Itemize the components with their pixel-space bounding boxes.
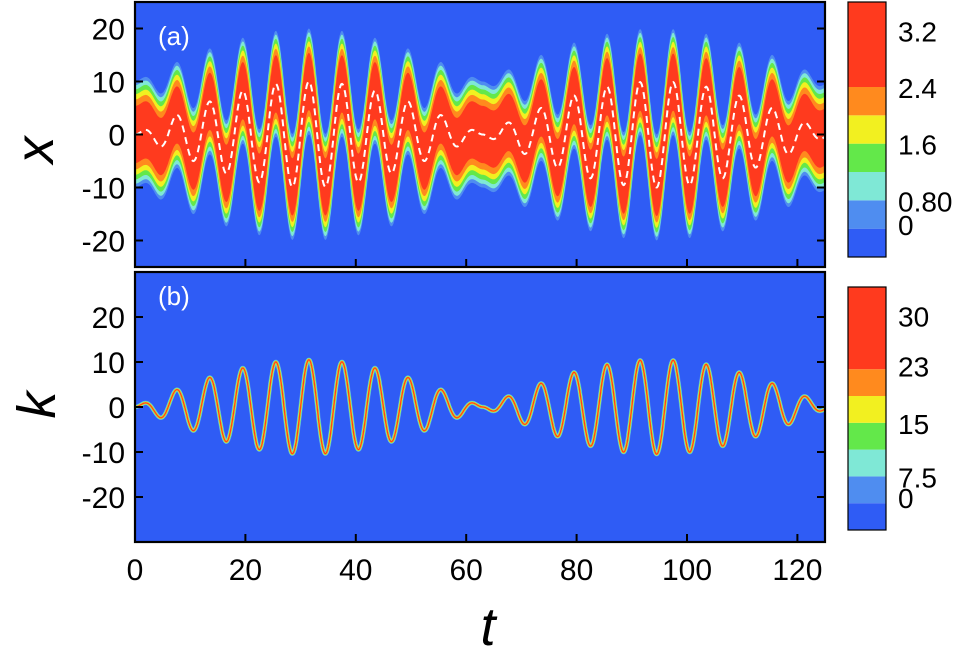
colorbar-step xyxy=(848,87,886,116)
colorbar-step xyxy=(848,503,886,530)
panel-b-ridge-5 xyxy=(135,359,825,455)
x-tick-label: 0 xyxy=(127,554,144,587)
colorbar-step xyxy=(848,395,886,423)
x-tick-label: 120 xyxy=(772,554,822,587)
colorbar-frame xyxy=(847,1,887,258)
y-tick-label: 20 xyxy=(92,302,125,335)
y-tick-label: -20 xyxy=(82,482,125,515)
x-tick-label: 80 xyxy=(560,554,593,587)
colorbar-tick-label: 3.2 xyxy=(898,16,937,47)
x-axis-label: t xyxy=(480,597,497,652)
colorbar-frame xyxy=(847,286,887,531)
colorbar-step xyxy=(848,143,886,172)
x-axis-ticks: 0 20 40 60 80 100 120 xyxy=(127,259,822,587)
y-tick-label: -10 xyxy=(82,173,125,206)
colorbar-step xyxy=(848,476,886,504)
y-tick-label: -10 xyxy=(82,437,125,470)
panel-a: (a) 20 10 0 -10 -20 x xyxy=(5,0,827,269)
y-tick-label: 0 xyxy=(108,120,125,153)
colorbar-tick-label: 0.80 xyxy=(898,186,953,217)
y-tick-label: 0 xyxy=(108,392,125,425)
panel-a-label: (a) xyxy=(158,21,190,51)
y-tick-label: -20 xyxy=(82,226,125,259)
x-tick-label: 60 xyxy=(450,554,483,587)
x-tick-label: 40 xyxy=(339,554,372,587)
colorbar-tick-label: 1.6 xyxy=(898,130,937,161)
colorbar-step xyxy=(848,369,886,396)
panel-a-y-ticks: 20 10 0 -10 -20 xyxy=(82,14,825,259)
colorbar-step xyxy=(848,449,886,477)
panel-a-y-axis-label: x xyxy=(5,135,65,167)
colorbar-tick-label: 7.5 xyxy=(898,462,937,493)
colorbar-b: 30 23 15 7.50 xyxy=(847,286,937,531)
panel-b-label: (b) xyxy=(158,281,190,311)
panel-b-y-axis-label: k xyxy=(7,389,67,419)
colorbar-step xyxy=(848,200,886,229)
panel-a-mean-trajectory xyxy=(135,80,825,189)
colorbar-tick-label: 2.4 xyxy=(898,73,937,104)
colorbar-tick-label: 15 xyxy=(898,409,929,440)
colorbar-step xyxy=(848,172,886,201)
x-tick-label: 100 xyxy=(662,554,712,587)
x-tick-label: 20 xyxy=(229,554,262,587)
panel-b-field xyxy=(135,357,825,457)
panel-b-y-ticks: 20 10 0 -10 -20 xyxy=(82,302,825,515)
colorbar-tick-label: 0 xyxy=(898,483,914,514)
colorbar-step xyxy=(848,228,886,257)
colorbar-step xyxy=(848,115,886,144)
colorbar-tick-label: 23 xyxy=(898,352,929,383)
y-tick-label: 10 xyxy=(92,67,125,100)
colorbar-step xyxy=(848,287,886,370)
colorbar-tick-label: 0 xyxy=(898,210,914,241)
colorbar-step xyxy=(848,422,886,450)
colorbar-step xyxy=(848,2,886,87)
colorbar-tick-label: 30 xyxy=(898,302,929,333)
y-tick-label: 10 xyxy=(92,347,125,380)
y-tick-label: 20 xyxy=(92,14,125,47)
colorbar-a: 3.2 2.4 1.6 0.800 xyxy=(847,1,953,258)
